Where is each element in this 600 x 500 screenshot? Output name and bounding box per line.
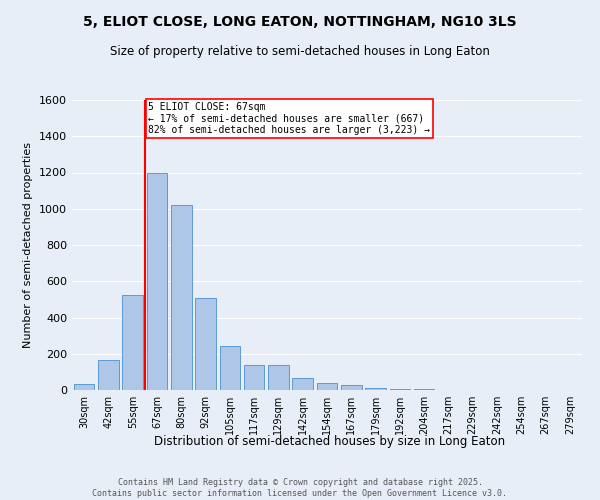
Bar [195,298,216,390]
Bar [389,388,410,390]
Bar [122,295,143,390]
Bar [341,386,362,390]
Bar [244,364,265,390]
Bar [74,384,94,390]
Bar [98,360,119,390]
Bar [365,388,386,390]
Text: 5, ELIOT CLOSE, LONG EATON, NOTTINGHAM, NG10 3LS: 5, ELIOT CLOSE, LONG EATON, NOTTINGHAM, … [83,15,517,29]
Text: 5 ELIOT CLOSE: 67sqm
← 17% of semi-detached houses are smaller (667)
82% of semi: 5 ELIOT CLOSE: 67sqm ← 17% of semi-detac… [149,102,431,135]
Y-axis label: Number of semi-detached properties: Number of semi-detached properties [23,142,34,348]
Bar [292,378,313,390]
Text: Size of property relative to semi-detached houses in Long Eaton: Size of property relative to semi-detach… [110,45,490,58]
Bar [268,364,289,390]
Bar [171,205,191,390]
Text: Contains HM Land Registry data © Crown copyright and database right 2025.
Contai: Contains HM Land Registry data © Crown c… [92,478,508,498]
Bar [146,172,167,390]
Bar [317,383,337,390]
Bar [220,346,240,390]
Text: Distribution of semi-detached houses by size in Long Eaton: Distribution of semi-detached houses by … [154,435,506,448]
